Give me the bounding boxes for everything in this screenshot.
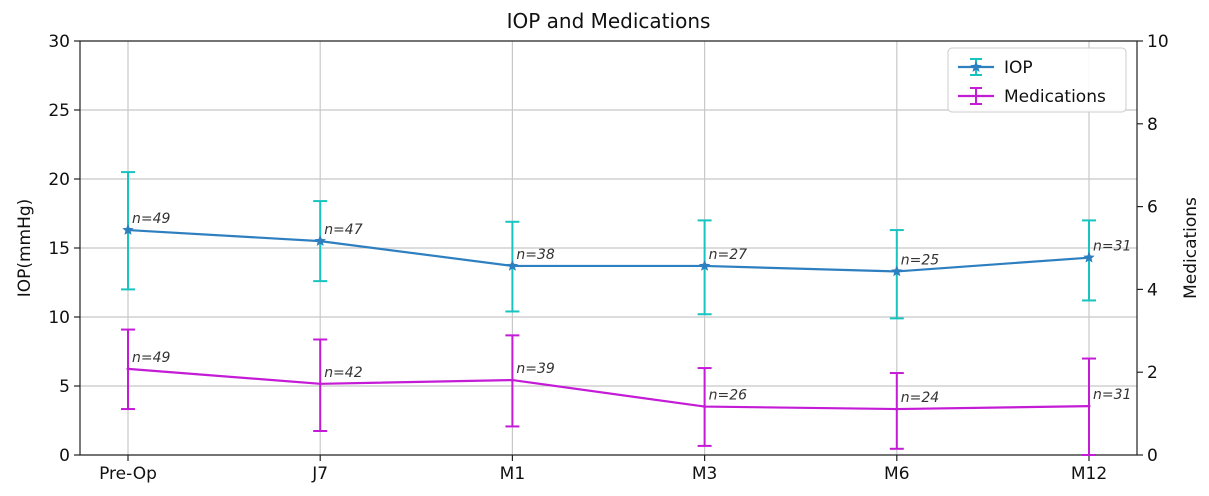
- legend: IOP Medications: [947, 47, 1127, 113]
- data-point: [1087, 404, 1091, 408]
- series-line: [127, 228, 1090, 273]
- series-medications: n=49 n=42 n=39 n=26 n=24 n=31: [121, 328, 1131, 456]
- data-label: n=39: [516, 361, 555, 377]
- left-tick-label: 5: [59, 377, 70, 397]
- data-point-star: [1083, 251, 1095, 263]
- x-axis: Pre-Op J7 M1 M3 M6 M12: [99, 455, 1107, 484]
- left-tick-label: 20: [48, 170, 70, 190]
- data-label: n=26: [709, 388, 748, 404]
- data-label: n=24: [901, 390, 939, 406]
- chart-title: IOP and Medications: [507, 9, 711, 33]
- y2-axis-title: Medications: [1181, 197, 1201, 299]
- data-label: n=49: [132, 350, 171, 366]
- right-tick-label: 4: [1147, 280, 1158, 300]
- series-line: [127, 367, 1090, 411]
- data-label: n=25: [901, 252, 940, 268]
- right-tick-label: 0: [1147, 446, 1158, 466]
- left-tick-label: 10: [48, 308, 70, 328]
- legend-marker-star: [970, 61, 982, 72]
- data-label: n=49: [132, 211, 171, 227]
- legend-item-iop: IOP: [958, 58, 1033, 78]
- right-tick-label: 2: [1147, 363, 1158, 383]
- data-point-star: [891, 265, 903, 277]
- y-axis-title: IOP(mmHg): [15, 199, 35, 298]
- data-point: [126, 367, 130, 371]
- legend-label: IOP: [1004, 58, 1033, 78]
- data-label: n=31: [1093, 239, 1131, 255]
- data-point-star: [122, 224, 134, 235]
- x-tick-label: M6: [884, 464, 909, 484]
- data-label: n=38: [516, 247, 555, 263]
- data-label: n=31: [1093, 387, 1131, 403]
- right-tick-label: 6: [1147, 198, 1158, 218]
- left-tick-label: 15: [48, 239, 70, 259]
- series-iop: n=49 n=47 n=38 n=27 n=25 n=31: [121, 171, 1131, 320]
- right-tick-label: 8: [1147, 115, 1158, 135]
- right-axis: 0 2 4 6 8 10: [1137, 32, 1169, 466]
- data-point: [703, 405, 707, 409]
- x-tick-label: M12: [1071, 464, 1107, 484]
- legend-label: Medications: [1004, 87, 1106, 107]
- x-tick-label: M1: [500, 464, 525, 484]
- legend-item-medications: Medications: [958, 87, 1106, 107]
- data-point: [895, 407, 899, 411]
- data-point-star: [506, 259, 519, 271]
- data-point: [318, 382, 322, 386]
- data-label: n=42: [324, 365, 363, 381]
- x-tick-label: Pre-Op: [99, 464, 157, 484]
- data-point-star: [698, 259, 711, 271]
- series-layer: n=49 n=47 n=38 n=27 n=25 n=31 n=49 n=42 n=39 n=26…: [121, 171, 1131, 456]
- data-point: [510, 378, 514, 382]
- x-tick-label: J7: [311, 464, 328, 484]
- data-label: n=27: [709, 247, 748, 263]
- left-axis: 0 5 10 15 20 25 30: [48, 32, 80, 466]
- data-label: n=47: [324, 222, 363, 238]
- right-tick-label: 10: [1147, 32, 1169, 52]
- left-tick-label: 30: [48, 32, 70, 52]
- data-point-star: [314, 235, 326, 246]
- left-tick-label: 0: [59, 446, 70, 466]
- x-tick-label: M3: [692, 464, 717, 484]
- left-tick-label: 25: [48, 101, 70, 121]
